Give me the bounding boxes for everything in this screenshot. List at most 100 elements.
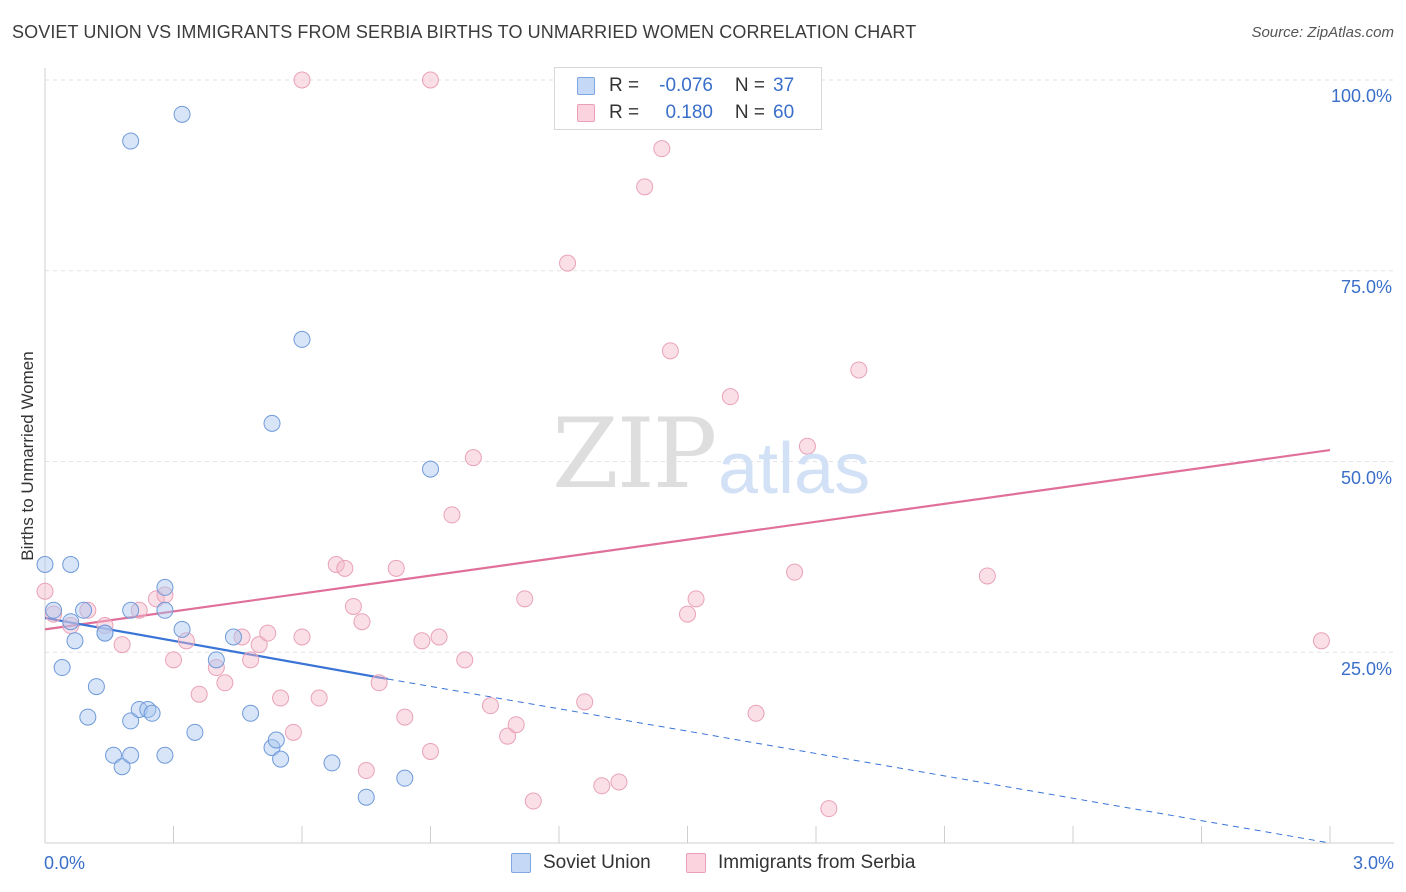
soviet-point bbox=[122, 132, 140, 150]
serbia-legend-swatch bbox=[686, 853, 706, 873]
soviet-point bbox=[113, 758, 131, 776]
serbia-point bbox=[284, 723, 302, 741]
soviet-point bbox=[53, 659, 71, 677]
r-label: R = bbox=[609, 102, 640, 123]
series-legend: Soviet Union Immigrants from Serbia bbox=[0, 850, 1406, 878]
serbia-point bbox=[687, 590, 705, 608]
soviet-legend-swatch bbox=[511, 853, 531, 873]
serbia-point bbox=[344, 597, 362, 615]
soviet-swatch bbox=[577, 77, 595, 95]
serbia-point bbox=[165, 651, 182, 669]
serbia-trend-line bbox=[44, 448, 1331, 631]
soviet-point bbox=[130, 700, 148, 718]
serbia-point bbox=[798, 437, 816, 455]
legend-item-soviet[interactable]: Soviet Union bbox=[511, 852, 651, 874]
soviet-point bbox=[156, 746, 174, 764]
serbia-point bbox=[216, 674, 234, 692]
serbia-point bbox=[559, 254, 577, 272]
serbia-point bbox=[357, 762, 375, 780]
serbia-point bbox=[1312, 632, 1330, 650]
soviet-point bbox=[323, 754, 341, 772]
soviet-point bbox=[143, 704, 161, 722]
serbia-point bbox=[45, 605, 63, 623]
soviet-trend-extension bbox=[387, 678, 1331, 844]
serbia-point bbox=[516, 590, 534, 608]
serbia-point bbox=[576, 693, 594, 711]
serbia-point bbox=[443, 506, 461, 524]
n-label: N = bbox=[734, 102, 765, 123]
legend-row-serbia: R = 0.180 N = 60 bbox=[577, 101, 794, 125]
gridlines bbox=[45, 79, 1394, 653]
serbia-point bbox=[786, 563, 804, 581]
legend-item-serbia[interactable]: Immigrants from Serbia bbox=[686, 852, 915, 874]
serbia-point bbox=[233, 628, 251, 646]
serbia-point bbox=[653, 140, 671, 158]
serbia-legend-label: Immigrants from Serbia bbox=[718, 852, 916, 873]
y-axis-label: Births to Unmarried Women bbox=[18, 351, 37, 561]
x-tick-min: 0.0% bbox=[44, 853, 86, 873]
soviet-point bbox=[156, 601, 174, 619]
soviet-point bbox=[224, 628, 242, 646]
serbia-point bbox=[456, 651, 474, 669]
serbia-swatch bbox=[577, 104, 595, 122]
soviet-point bbox=[96, 624, 114, 642]
y-tick-75: 75.0% bbox=[1340, 277, 1392, 297]
serbia-point bbox=[413, 632, 431, 650]
serbia-point bbox=[353, 613, 371, 631]
legend-row-soviet: R = -0.076 N = 37 bbox=[577, 74, 794, 98]
n-label: N = bbox=[734, 75, 765, 96]
stats-legend: R = -0.076 N = 37 R = 0.180 N = 60 bbox=[554, 67, 822, 130]
source-label: Source: ZipAtlas.com bbox=[1251, 24, 1394, 41]
serbia-point bbox=[422, 71, 439, 89]
y-tick-25: 25.0% bbox=[1340, 659, 1392, 679]
serbia-point bbox=[396, 708, 414, 726]
serbia-point bbox=[507, 716, 525, 734]
soviet-point bbox=[79, 708, 97, 726]
chart-title: SOVIET UNION VS IMMIGRANTS FROM SERBIA B… bbox=[12, 22, 917, 42]
serbia-point bbox=[850, 361, 868, 379]
serbia-point bbox=[610, 773, 628, 791]
serbia-point bbox=[310, 689, 328, 707]
serbia-point bbox=[177, 632, 195, 650]
soviet-point bbox=[122, 746, 140, 764]
serbia-point bbox=[679, 605, 696, 623]
serbia-point bbox=[242, 651, 260, 669]
soviet-point bbox=[186, 723, 204, 741]
serbia-point bbox=[464, 449, 482, 467]
soviet-point bbox=[156, 578, 174, 596]
watermark-atlas: atlas bbox=[718, 429, 871, 509]
serbia-point bbox=[481, 697, 499, 715]
serbia-point bbox=[259, 624, 277, 642]
watermark-zip: ZIP bbox=[552, 398, 717, 510]
soviet-point bbox=[293, 330, 311, 348]
n-value: 37 bbox=[773, 75, 795, 96]
r-value: -0.076 bbox=[659, 75, 713, 96]
axes bbox=[44, 68, 1394, 844]
soviet-point bbox=[357, 788, 375, 806]
soviet-point bbox=[267, 731, 285, 749]
serbia-point bbox=[499, 727, 517, 745]
soviet-point bbox=[122, 712, 140, 730]
serbia-point bbox=[422, 742, 439, 760]
soviet-point bbox=[272, 750, 290, 768]
serbia-point bbox=[978, 567, 996, 585]
soviet-point bbox=[173, 620, 191, 638]
soviet-legend-label: Soviet Union bbox=[543, 852, 651, 873]
n-value: 60 bbox=[773, 102, 795, 123]
serbia-point bbox=[190, 685, 208, 703]
serbia-point bbox=[430, 628, 448, 646]
r-value: 0.180 bbox=[665, 102, 713, 123]
serbia-point bbox=[327, 556, 345, 574]
serbia-point bbox=[747, 704, 765, 722]
soviet-point bbox=[62, 556, 80, 574]
serbia-point bbox=[293, 71, 311, 89]
soviet-point bbox=[122, 601, 140, 619]
soviet-point bbox=[105, 746, 123, 764]
soviet-point bbox=[173, 105, 191, 123]
r-label: R = bbox=[609, 75, 640, 96]
serbia-point bbox=[250, 636, 268, 654]
trend-lines bbox=[44, 448, 1331, 844]
soviet-point bbox=[422, 460, 439, 478]
soviet-point bbox=[87, 678, 105, 696]
